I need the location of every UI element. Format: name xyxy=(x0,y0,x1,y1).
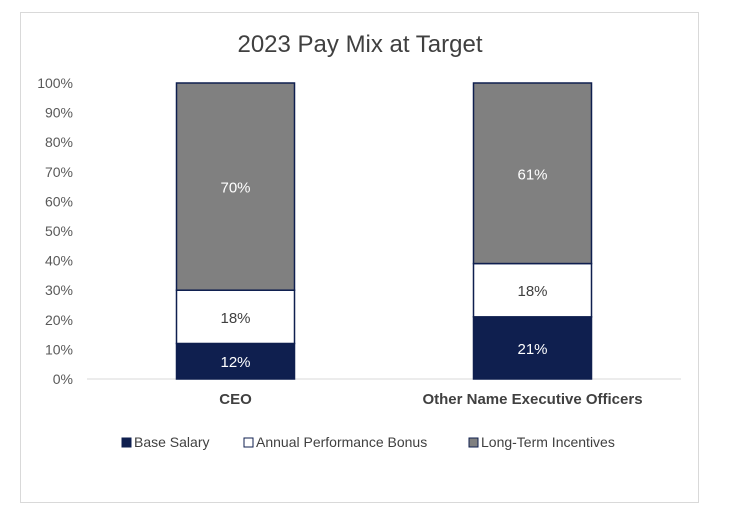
bars xyxy=(175,82,593,380)
data-label: 70% xyxy=(220,180,250,197)
y-tick-label: 10% xyxy=(45,341,73,357)
y-tick-label: 90% xyxy=(45,105,73,121)
data-label: 12% xyxy=(220,354,250,371)
chart-title: 2023 Pay Mix at Target xyxy=(237,31,482,58)
y-tick-label: 20% xyxy=(45,312,73,328)
bar-segment xyxy=(175,289,296,345)
bar-segment xyxy=(175,342,296,380)
data-label: 18% xyxy=(517,283,547,300)
data-label: 21% xyxy=(517,341,547,358)
stacked-bar-chart: 2023 Pay Mix at Target 0% 10% 20% 30% 40% 50%… xyxy=(37,31,681,450)
bar-segment xyxy=(472,262,593,318)
chart-frame: 2023 Pay Mix at Target 0% 10% 20% 30% 40% 50%… xyxy=(20,12,699,503)
y-tick-label: 40% xyxy=(45,253,73,269)
y-tick-label: 70% xyxy=(45,164,73,180)
y-tick-label: 60% xyxy=(45,193,73,209)
y-tick-label: 30% xyxy=(45,282,73,298)
x-category-label: CEO xyxy=(219,391,252,408)
y-tick-label: 100% xyxy=(37,75,73,91)
axes: 0% 10% 20% 30% 40% 50% 60% 70% 80% 90% 100% CEO Othe… xyxy=(37,75,681,408)
bar-segment xyxy=(175,82,296,291)
legend-swatch xyxy=(468,437,479,448)
legend-swatch xyxy=(121,437,132,448)
x-category-label: Other Name Executive Officers xyxy=(422,391,642,408)
y-tick-label: 0% xyxy=(53,371,73,387)
bar-segment xyxy=(472,316,593,380)
data-label: 18% xyxy=(220,310,250,327)
legend-label: Long-Term Incentives xyxy=(481,434,615,450)
legend-label: Annual Performance Bonus xyxy=(256,434,427,450)
legend-swatch xyxy=(243,437,254,448)
y-tick-label: 80% xyxy=(45,134,73,150)
y-tick-label: 50% xyxy=(45,223,73,239)
bar-segment xyxy=(472,82,593,265)
legend-label: Base Salary xyxy=(134,434,209,450)
data-labels: 12% 18% 70% 21% 18% 61% xyxy=(220,166,547,371)
data-label: 61% xyxy=(517,166,547,183)
legend: Base Salary Annual Performance Bonus Long-… xyxy=(121,434,615,450)
